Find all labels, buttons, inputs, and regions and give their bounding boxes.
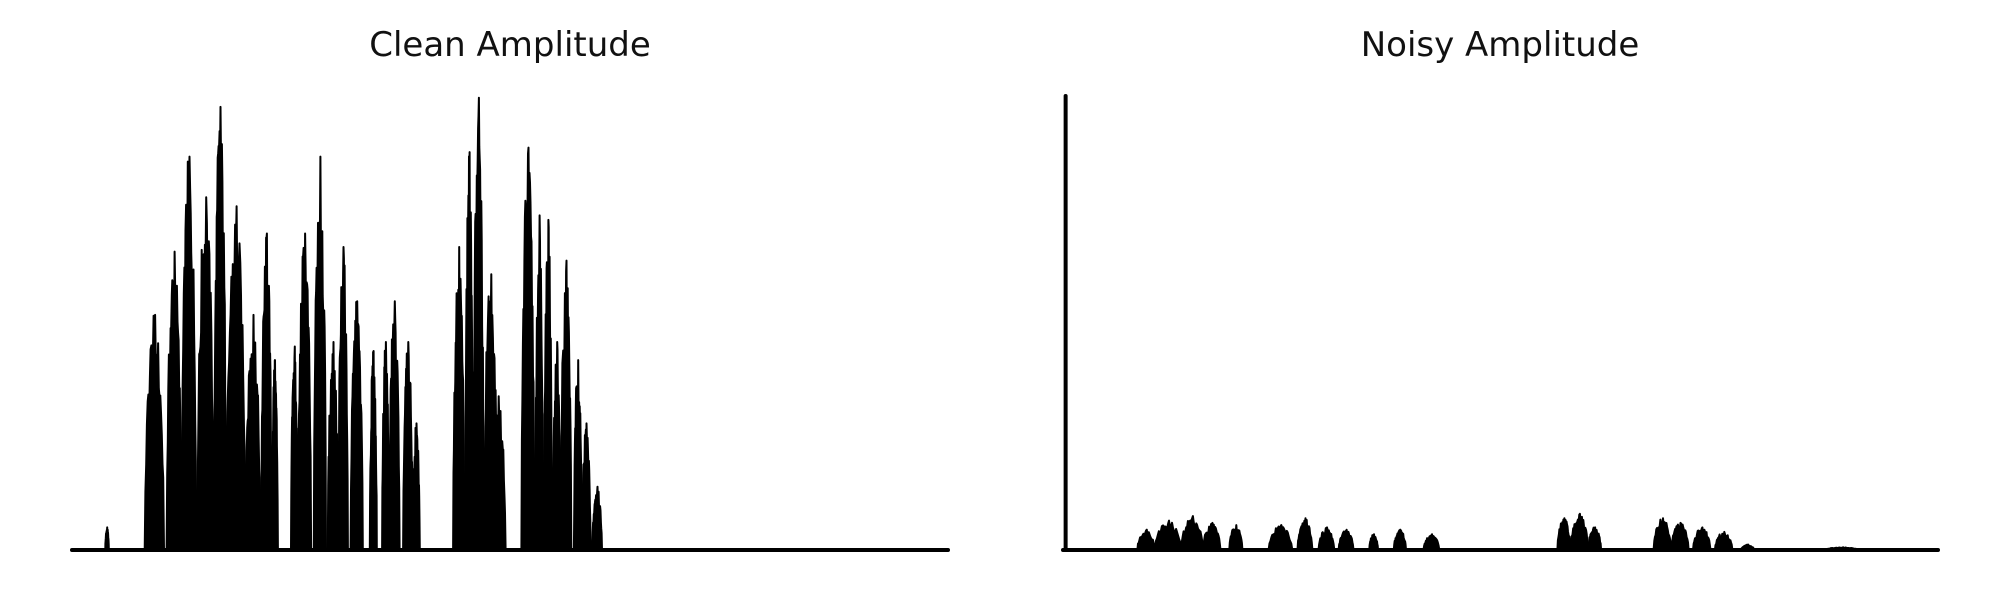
noisy-amplitude-chart: Noisy Amplitude	[1061, 25, 1940, 552]
amplitude-burst	[388, 300, 401, 551]
amplitude-burst	[312, 155, 327, 551]
amplitude-burst	[591, 485, 603, 551]
amplitude-burst	[1228, 524, 1244, 551]
amplitude-burst	[1337, 528, 1355, 551]
amplitude-burst	[464, 151, 475, 551]
amplitude-burst	[1587, 526, 1603, 551]
amplitude-burst	[489, 395, 507, 551]
amplitude-burst	[543, 218, 553, 551]
amplitude-burst	[452, 246, 466, 551]
amplitude-burst	[1823, 546, 1861, 551]
amplitude-burst	[1296, 517, 1314, 551]
amplitude-burst	[326, 341, 340, 551]
amplitude-burst	[1652, 517, 1673, 551]
amplitude-burst	[381, 341, 391, 551]
amplitude-burst	[225, 205, 247, 551]
amplitude-burst	[270, 359, 279, 551]
amplitude-burst	[1267, 524, 1294, 551]
amplitude-burst	[260, 232, 273, 551]
clean-amplitude-plot	[70, 96, 950, 552]
amplitude-burst	[1392, 528, 1407, 551]
amplitude-burst	[104, 526, 110, 551]
amplitude-burst	[1740, 543, 1756, 551]
clean-amplitude-title: Clean Amplitude	[369, 25, 651, 65]
amplitude-burst	[1692, 526, 1712, 551]
amplitude-burst	[349, 300, 364, 551]
amplitude-burst	[1422, 533, 1441, 551]
amplitude-burst	[244, 313, 262, 551]
noisy-amplitude-title: Noisy Amplitude	[1361, 25, 1640, 65]
amplitude-burst	[520, 146, 536, 551]
amplitude-burst	[580, 422, 592, 551]
amplitude-burst	[572, 359, 583, 551]
amplitude-burst	[143, 313, 165, 551]
amplitude-burst	[1368, 533, 1379, 551]
amplitude-burst	[1317, 526, 1336, 551]
amplitude-burst	[368, 350, 378, 551]
amplitude-burst	[297, 232, 313, 551]
amplitude-burst	[472, 96, 485, 551]
amplitude-burst	[196, 196, 215, 551]
amplitude-burst	[1713, 530, 1734, 551]
amplitude-burst	[534, 214, 545, 551]
amplitude-burst	[1136, 528, 1156, 551]
amplitude-burst	[1202, 521, 1222, 551]
clean-amplitude-chart: Clean Amplitude	[70, 25, 950, 552]
noisy-amplitude-plot	[1061, 94, 1940, 552]
amplitude-burst	[165, 250, 183, 551]
amplitude-burst	[212, 105, 228, 551]
amplitude-burst	[551, 341, 562, 551]
amplitude-burst	[337, 246, 349, 551]
amplitude-burst	[1556, 517, 1572, 551]
amplitude-burst	[1153, 519, 1183, 551]
amplitude-burst	[290, 345, 299, 551]
amplitude-burst	[402, 341, 414, 551]
amplitude-burst	[559, 259, 573, 551]
amplitude-burst	[180, 155, 198, 551]
amplitude-burst	[1569, 512, 1589, 551]
amplitude-burst	[411, 422, 421, 551]
amplitude-burst	[1670, 521, 1690, 551]
amplitude-burst	[1180, 515, 1204, 551]
